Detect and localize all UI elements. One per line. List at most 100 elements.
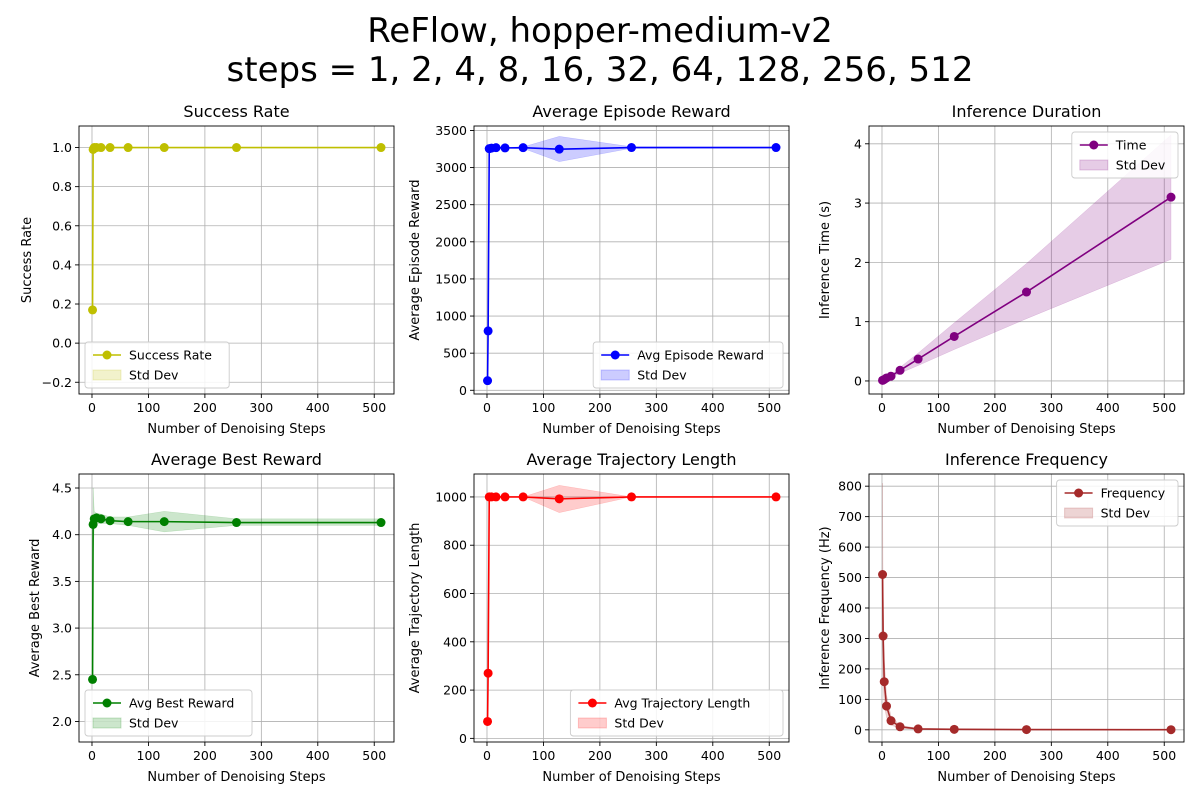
chart-4-legend: Avg Best Reward Std Dev xyxy=(84,689,253,737)
chart-4-ytick-label: 2.5 xyxy=(52,667,72,682)
chart-1-xlabel: Number of Denoising Steps xyxy=(147,422,325,437)
chart-4-title: Average Best Reward xyxy=(151,450,322,469)
chart-5-series-line xyxy=(486,496,777,722)
chart-2-data-point xyxy=(483,376,493,386)
chart-1-data-point xyxy=(123,143,133,153)
chart-1-xtick-label: 400 xyxy=(306,400,330,415)
chart-3-xtick-label: 500 xyxy=(1152,400,1176,415)
chart-6-data-point xyxy=(949,724,959,734)
chart-1-data-point xyxy=(88,305,98,315)
chart-2-ytick-label: 1500 xyxy=(435,271,467,286)
chart-6-xlabel: Number of Denoising Steps xyxy=(937,770,1115,785)
chart-3-data-point xyxy=(886,371,896,381)
chart-5-legend-marker-swatch xyxy=(587,698,597,708)
chart-6-legend: Frequency Std Dev xyxy=(1056,479,1179,527)
chart-4-xtick-label: 300 xyxy=(249,748,273,763)
chart-5-ylabel: Average Trajectory Length xyxy=(408,523,423,694)
chart-2-data-point xyxy=(554,144,564,154)
chart-2-legend: Avg Episode Reward Std Dev xyxy=(592,341,784,389)
chart-5-data-point xyxy=(500,492,510,502)
chart-3-ylabel: Inference Time (s) xyxy=(818,201,833,319)
chart-5-ytick-label: 400 xyxy=(443,634,467,649)
chart-1-xtick-label: 300 xyxy=(249,400,273,415)
chart-6-data-point xyxy=(1166,725,1176,735)
chart-1-data-point xyxy=(105,143,115,153)
chart-5-title: Average Trajectory Length xyxy=(526,450,736,469)
chart-1-legend: Success Rate Std Dev xyxy=(84,341,230,389)
chart-5-legend-band-swatch xyxy=(577,717,607,729)
chart-2-legend-label: Avg Episode Reward xyxy=(637,348,764,363)
chart-5-legend: Avg Trajectory Length Std Dev xyxy=(569,689,784,737)
chart-3-xtick-label: 200 xyxy=(983,400,1007,415)
chart-6-data-point xyxy=(895,722,905,732)
chart-2-xtick-label: 200 xyxy=(588,400,612,415)
chart-2-ytick-label: 3500 xyxy=(435,123,467,138)
chart-1-data-point xyxy=(232,143,241,153)
chart-5-std-band xyxy=(487,485,777,722)
chart-5-axes-frame xyxy=(473,473,790,743)
chart-2-data-point xyxy=(500,143,510,153)
chart-5-data-point xyxy=(483,716,493,726)
chart-6-legend-band-swatch xyxy=(1064,507,1094,519)
chart-3-legend-label: Time xyxy=(1115,138,1147,153)
chart-6-xtick-label: 500 xyxy=(1152,748,1176,763)
chart-6-ytick-label: 700 xyxy=(838,509,862,524)
chart-4-xtick-label: 100 xyxy=(137,748,161,763)
chart-6-plot-area xyxy=(878,483,1176,735)
chart-5-data-point xyxy=(554,494,564,504)
chart-1-legend-marker-swatch xyxy=(102,350,112,360)
chart-6-ytick-label: 100 xyxy=(838,692,862,707)
chart-1-xtick-label: 0 xyxy=(88,400,96,415)
chart-4-legend-label: Std Dev xyxy=(129,716,179,731)
chart-5-legend-label: Std Dev xyxy=(614,716,664,731)
chart-4-series-line xyxy=(91,517,382,680)
chart-5-legend-box xyxy=(569,689,784,737)
chart-1-legend-box xyxy=(84,341,230,389)
chart-6-ytick-label: 500 xyxy=(838,570,862,585)
chart-1-ytick-label: −0.2 xyxy=(42,375,72,390)
chart-6-ytick-label: 400 xyxy=(838,601,862,616)
chart-4-xtick-label: 0 xyxy=(88,748,96,763)
chart-4-ytick-label: 3.5 xyxy=(52,574,72,589)
chart-6-xtick-label: 400 xyxy=(1096,748,1120,763)
chart-1-series-line xyxy=(91,146,382,310)
chart-1-legend-label: Std Dev xyxy=(129,368,179,383)
chart-2-xlabel: Number of Denoising Steps xyxy=(542,422,720,437)
subplot-3: 0 100 200 300 400 500 0 1 2 3 4 Inference Duration N… xyxy=(818,102,1185,437)
chart-5-ytick-label: 200 xyxy=(443,683,467,698)
chart-5-xtick-label: 400 xyxy=(701,748,725,763)
chart-5-ytick-label: 1000 xyxy=(435,489,467,504)
chart-4-axes-frame xyxy=(78,473,395,743)
chart-6-legend-box xyxy=(1056,479,1179,527)
chart-4-data-point xyxy=(376,518,386,528)
chart-1-std-band xyxy=(92,147,382,310)
chart-4-xtick-label: 400 xyxy=(306,748,330,763)
chart-4-std-band xyxy=(92,487,382,680)
chart-2-title: Average Episode Reward xyxy=(532,102,730,121)
chart-2-legend-marker-swatch xyxy=(610,350,620,360)
chart-3-title: Inference Duration xyxy=(952,102,1102,121)
chart-3-legend-box xyxy=(1071,131,1179,179)
chart-6-data-point xyxy=(886,716,896,726)
chart-4-legend-marker-swatch xyxy=(102,698,112,708)
chart-4-data-point xyxy=(232,518,241,528)
chart-2-xtick-label: 0 xyxy=(483,400,491,415)
chart-4-data-point xyxy=(105,516,115,526)
chart-6-ytick-label: 600 xyxy=(838,540,862,555)
chart-5-plot-area xyxy=(483,485,781,726)
chart-2-ytick-label: 2000 xyxy=(435,234,467,249)
chart-5-xtick-label: 300 xyxy=(644,748,668,763)
chart-6-xtick-label: 100 xyxy=(927,748,951,763)
chart-2-xtick-label: 400 xyxy=(701,400,725,415)
chart-2-ytick-label: 0 xyxy=(459,383,467,398)
chart-2-legend-band-swatch xyxy=(600,369,630,381)
chart-4-ytick-label: 4.0 xyxy=(52,527,72,542)
chart-6-data-point xyxy=(878,631,888,641)
chart-4-legend-band-swatch xyxy=(92,717,122,729)
chart-6-xtick-label: 200 xyxy=(983,748,1007,763)
chart-2-xtick-label: 500 xyxy=(757,400,781,415)
chart-5-data-point xyxy=(518,492,528,502)
chart-3-plot-area xyxy=(878,134,1176,385)
chart-6-ytick-label: 800 xyxy=(838,479,862,494)
chart-3-xtick-label: 0 xyxy=(878,400,886,415)
